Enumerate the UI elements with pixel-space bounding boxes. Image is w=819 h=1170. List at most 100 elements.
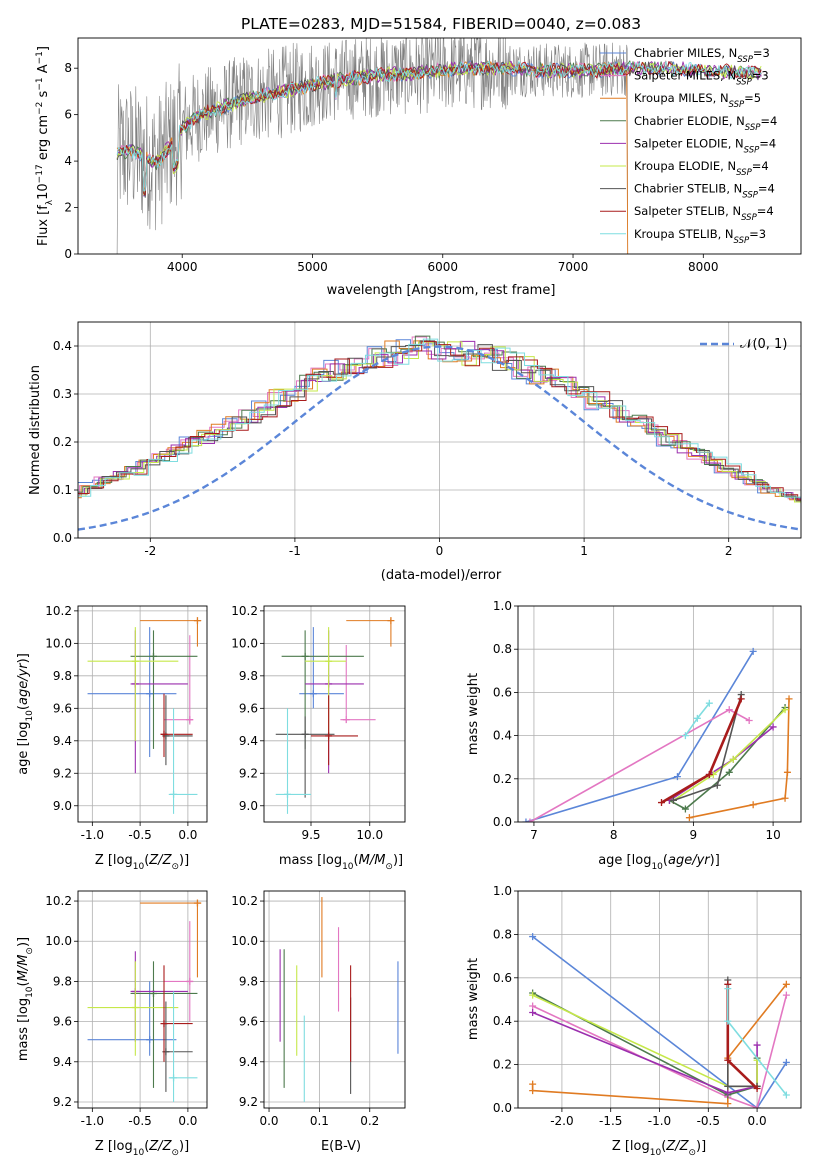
x-tick-label: -0.5 (128, 828, 151, 842)
label-part: ⊙ (688, 1148, 696, 1158)
y-tick-label: 9.8 (239, 974, 258, 988)
histogram-step (78, 340, 801, 501)
x-tick-label: 5000 (297, 260, 328, 274)
data-point (749, 801, 757, 809)
data-point (325, 657, 333, 665)
y-tick-label: 9.6 (53, 1015, 72, 1029)
histogram-step (78, 336, 801, 500)
label-part: ( (16, 705, 31, 710)
label-part: M/M (16, 955, 31, 982)
y-tick-label: 10.0 (45, 636, 72, 650)
plot-massweight-vs-age: 7 8 9 10 0.0 0.2 0.4 0.6 0.8 1.0 (493, 599, 802, 842)
y-tick-label: 9.2 (239, 1095, 258, 1109)
histogram-step (78, 340, 801, 502)
label-part: Z [log (95, 1139, 133, 1154)
label-part: 10 (25, 710, 35, 722)
data-point (301, 652, 309, 660)
legend-text: SSP (741, 213, 757, 223)
plot-area (87, 617, 202, 814)
legend-text: Chabrier MILES, N (634, 46, 737, 60)
legend-entry: Chabrier MILES, NSSP=3 (634, 46, 770, 65)
axes-frame (263, 890, 406, 1109)
series-line (673, 709, 786, 802)
series-line (669, 706, 786, 810)
series-line (529, 708, 750, 822)
model-spectrum (116, 61, 762, 196)
y-tick-label: 0.4 (53, 339, 72, 353)
legend-entry: Kroupa STELIB, NSSP=3 (634, 227, 766, 246)
y-tick-label: 9.6 (53, 701, 72, 715)
x-tick-label: 0 (436, 544, 444, 558)
legend-text: =4 (758, 182, 775, 196)
x-tick-label: 0.0 (178, 828, 197, 842)
figure-title: PLATE=0283, MJD=51584, FIBERID=0040, z=0… (241, 15, 641, 33)
plot-residuals: -2 -1 0 1 2 0.0 0.1 0.2 0.3 0.4 (53, 321, 802, 558)
label-part: Z [log (95, 853, 133, 868)
y-axis-label: Normed distribution (28, 365, 43, 495)
label-part: ( (354, 853, 359, 868)
label-part: age/yr (668, 853, 711, 868)
x-tick-label: 0.0 (259, 1114, 278, 1128)
data-point (146, 1036, 154, 1044)
label-part: ] (36, 46, 51, 51)
data-point (170, 790, 178, 798)
y-tick-label: 0.0 (53, 531, 72, 545)
axes-frame (77, 37, 802, 255)
label-part: age/yr (16, 662, 31, 705)
x-tick-label: 2 (725, 544, 733, 558)
data-point (149, 652, 157, 660)
y-tick-label: 9.8 (53, 974, 72, 988)
label-part: ( (16, 981, 31, 986)
label-part: mass [log (16, 998, 31, 1061)
y-tick-label: 0.6 (493, 971, 512, 985)
axes-frame (263, 605, 406, 823)
label-part: age [log (16, 722, 31, 775)
x-tick-label: -1 (289, 544, 301, 558)
label-part: s (36, 90, 51, 101)
legend-entry: Kroupa MILES, NSSP=5 (634, 91, 761, 110)
label-part: )] (179, 853, 189, 868)
y-axis-label: mass weight (466, 673, 481, 755)
axes-frame (77, 890, 208, 1109)
data-point (170, 1074, 178, 1082)
x-axis-label: Z [log10(Z/Z⊙)] (95, 853, 189, 872)
y-tick-label: 0.0 (493, 815, 512, 829)
label-part: M/M (359, 853, 386, 868)
label-part: age [log (598, 853, 651, 868)
legend-entry: Chabrier ELODIE, NSSP=4 (634, 114, 777, 133)
label-part: )] (710, 853, 720, 868)
y-tick-label: 0.0 (493, 1101, 512, 1115)
data-point (186, 716, 194, 724)
y-tick-label: 0.1 (53, 483, 72, 497)
y-tick-label: 9.6 (239, 1015, 258, 1029)
axes-frame (77, 605, 208, 823)
x-tick-label: 10 (765, 828, 780, 842)
x-axis-label: mass [log10(M/M⊙)] (279, 853, 403, 872)
y-axis-label: Flux [fλ10−17 erg cm−2 s−1 A−1] (35, 46, 55, 246)
label-part: Z [log (612, 1139, 650, 1154)
label-part: 10 (36, 183, 51, 200)
legend-entry: Chabrier STELIB, NSSP=4 (634, 182, 775, 201)
histogram-step (78, 338, 801, 498)
y-tick-label: 9.0 (239, 799, 258, 813)
plot-mass-vs-EBV: 0.0 0.1 0.2 9.2 9.4 9.6 9.8 10.0 10.2 (231, 890, 406, 1128)
label-part: 10 (133, 862, 145, 872)
data-point (724, 1082, 732, 1090)
y-tick-label: 10.2 (231, 894, 258, 908)
y-tick-label: 2 (64, 201, 72, 215)
data-point (657, 799, 665, 807)
data-point (146, 690, 154, 698)
legend-text: Chabrier STELIB, N (634, 182, 742, 196)
data-point (342, 716, 350, 724)
y-tick-label: 10.2 (45, 604, 72, 618)
legend-text: SSP (744, 145, 760, 155)
data-point (782, 1058, 790, 1066)
x-axis-label: Z [log10(Z/Z⊙)] (95, 1139, 189, 1158)
plot-age-vs-Z: -1.0 -0.5 0.0 9.0 9.2 9.4 9.6 9.8 10.0 10.2 (45, 604, 208, 842)
x-tick-label: 4000 (167, 260, 198, 274)
axes-frame (517, 605, 802, 823)
data-point (783, 768, 791, 776)
data-point (725, 706, 733, 714)
legend-entry: Salpeter MILES, NSSP=3 (634, 69, 769, 88)
legend-text: =3 (752, 69, 769, 83)
